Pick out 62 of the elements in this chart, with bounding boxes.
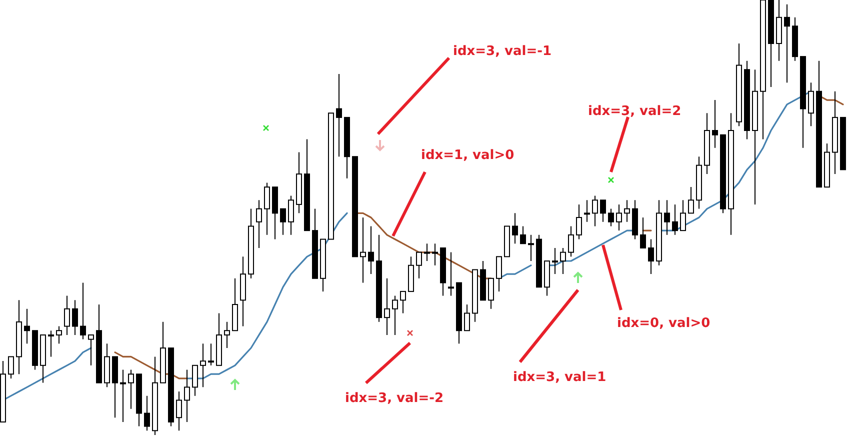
candlestick bbox=[384, 278, 390, 336]
candlestick bbox=[712, 100, 718, 148]
candlestick bbox=[624, 200, 630, 222]
candlestick bbox=[48, 330, 54, 358]
candlestick bbox=[464, 304, 470, 332]
candlestick bbox=[288, 195, 294, 236]
candlestick bbox=[560, 247, 566, 275]
candlestick bbox=[640, 217, 646, 248]
annotation: idx=3, val=2 bbox=[588, 104, 682, 119]
candlestick bbox=[672, 204, 678, 236]
candlestick bbox=[648, 238, 654, 275]
candlestick bbox=[392, 295, 398, 336]
candlestick bbox=[368, 226, 374, 275]
candlestick bbox=[144, 395, 150, 432]
candlestick bbox=[56, 326, 62, 344]
candlestick bbox=[496, 256, 502, 292]
candlestick bbox=[664, 200, 670, 236]
candlestick bbox=[8, 356, 14, 379]
candlestick bbox=[192, 364, 198, 396]
candlestick bbox=[80, 282, 86, 340]
candlestick bbox=[680, 200, 686, 232]
candlestick bbox=[608, 208, 614, 227]
candlestick bbox=[448, 252, 454, 296]
candlestick bbox=[424, 243, 430, 262]
candlestick bbox=[784, 4, 790, 84]
candlestick bbox=[616, 204, 622, 232]
candlestick bbox=[280, 208, 286, 236]
candlestick bbox=[520, 226, 526, 244]
candlestick bbox=[256, 200, 262, 248]
candlestick bbox=[176, 391, 182, 432]
candlestick bbox=[600, 200, 606, 222]
candlestick bbox=[24, 308, 30, 344]
candlestick bbox=[88, 334, 94, 366]
candlestick bbox=[184, 369, 190, 422]
candlestick bbox=[400, 290, 406, 314]
candlestick bbox=[688, 186, 694, 214]
candlestick bbox=[128, 369, 134, 410]
annotation: idx=0, val>0 bbox=[617, 316, 710, 331]
candlestick bbox=[120, 369, 126, 422]
candlestick bbox=[200, 343, 206, 388]
candlestick bbox=[336, 73, 342, 158]
candlestick bbox=[264, 182, 270, 236]
candlestick bbox=[592, 195, 598, 227]
candlestick bbox=[512, 212, 518, 244]
candlestick bbox=[360, 217, 366, 284]
candlestick bbox=[576, 204, 582, 240]
candlestick bbox=[808, 82, 814, 127]
candlestick bbox=[584, 200, 590, 222]
candlestick bbox=[224, 321, 230, 348]
candlestick bbox=[72, 300, 78, 336]
candlestick bbox=[568, 226, 574, 258]
annotation: idx=1, val>0 bbox=[421, 148, 514, 163]
candlestick bbox=[552, 247, 558, 275]
candlestick bbox=[64, 295, 70, 336]
candlestick bbox=[416, 252, 422, 279]
annotation: idx=3, val=1 bbox=[513, 370, 606, 385]
candlestick bbox=[488, 278, 494, 310]
candlestick bbox=[208, 343, 214, 366]
annotation: idx=3, val=-2 bbox=[345, 391, 444, 406]
candlestick bbox=[528, 234, 534, 262]
candlestick bbox=[432, 243, 438, 266]
annotation: idx=3, val=-1 bbox=[453, 44, 552, 59]
